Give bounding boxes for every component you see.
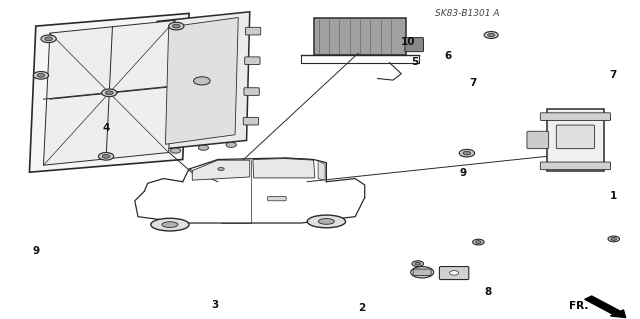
Text: SK83-B1301 A: SK83-B1301 A — [435, 9, 499, 18]
Text: 7: 7 — [609, 70, 616, 80]
Ellipse shape — [307, 215, 346, 228]
Text: 1: 1 — [610, 191, 618, 201]
Circle shape — [460, 149, 474, 157]
Circle shape — [99, 152, 114, 160]
Text: 4: 4 — [102, 123, 109, 133]
Circle shape — [411, 267, 434, 278]
FancyArrow shape — [585, 296, 626, 317]
Circle shape — [463, 151, 470, 155]
Circle shape — [218, 167, 224, 171]
Ellipse shape — [319, 219, 334, 224]
FancyBboxPatch shape — [246, 27, 260, 35]
Text: 7: 7 — [470, 78, 477, 88]
FancyBboxPatch shape — [314, 18, 406, 55]
Polygon shape — [318, 161, 325, 180]
Circle shape — [102, 154, 110, 158]
Circle shape — [198, 145, 209, 150]
FancyBboxPatch shape — [540, 113, 611, 121]
Text: FR.: FR. — [569, 301, 588, 311]
Circle shape — [41, 35, 56, 43]
Polygon shape — [44, 20, 175, 165]
Text: 10: 10 — [401, 37, 415, 47]
Circle shape — [412, 261, 424, 267]
Circle shape — [608, 236, 620, 242]
FancyBboxPatch shape — [405, 38, 424, 52]
Circle shape — [476, 241, 481, 243]
FancyBboxPatch shape — [268, 196, 286, 201]
Circle shape — [193, 77, 210, 85]
FancyBboxPatch shape — [244, 57, 260, 64]
Ellipse shape — [162, 222, 178, 227]
FancyBboxPatch shape — [547, 109, 604, 171]
Circle shape — [173, 24, 180, 28]
Polygon shape — [29, 13, 189, 172]
Polygon shape — [166, 18, 238, 144]
FancyBboxPatch shape — [540, 162, 611, 170]
Text: 9: 9 — [460, 168, 467, 178]
Ellipse shape — [151, 218, 189, 231]
Circle shape — [102, 89, 117, 97]
Text: 3: 3 — [211, 300, 218, 310]
Circle shape — [33, 71, 49, 79]
Polygon shape — [154, 12, 250, 150]
Circle shape — [484, 32, 498, 39]
Circle shape — [472, 239, 484, 245]
Circle shape — [450, 271, 459, 275]
FancyBboxPatch shape — [244, 88, 259, 95]
FancyBboxPatch shape — [413, 269, 431, 275]
Circle shape — [37, 73, 45, 77]
FancyBboxPatch shape — [556, 125, 595, 149]
FancyBboxPatch shape — [440, 267, 468, 279]
Circle shape — [169, 22, 184, 30]
Text: 5: 5 — [411, 57, 418, 67]
Text: 8: 8 — [484, 287, 492, 297]
Text: 6: 6 — [444, 51, 451, 61]
FancyBboxPatch shape — [527, 131, 548, 149]
Circle shape — [226, 142, 236, 147]
Circle shape — [488, 33, 495, 37]
Polygon shape — [253, 159, 315, 178]
Text: 9: 9 — [32, 246, 40, 256]
Circle shape — [415, 262, 420, 265]
Circle shape — [45, 37, 52, 41]
Circle shape — [171, 148, 180, 153]
Circle shape — [106, 91, 113, 95]
Text: 2: 2 — [358, 303, 365, 313]
Polygon shape — [192, 160, 250, 180]
Circle shape — [611, 237, 616, 240]
FancyBboxPatch shape — [243, 117, 259, 125]
